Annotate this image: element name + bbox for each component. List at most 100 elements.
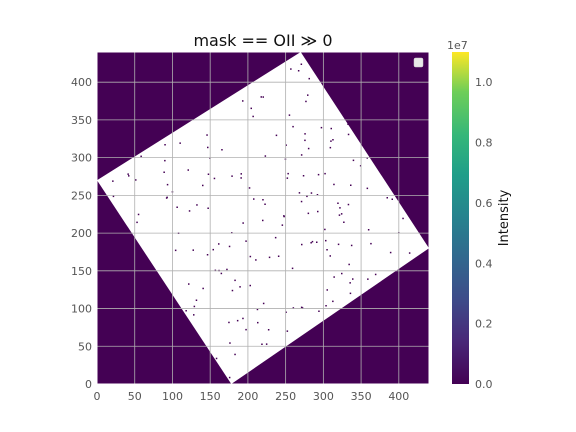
mask-speck	[226, 268, 228, 271]
mask-speck	[367, 278, 369, 280]
mask-speck	[262, 199, 264, 201]
mask-speck	[262, 302, 265, 305]
mask-speck	[350, 244, 353, 247]
x-tick-label: 350	[351, 390, 372, 403]
mask-speck	[332, 139, 334, 141]
mask-speck	[264, 155, 267, 157]
mask-speck	[300, 154, 303, 156]
mask-speck	[234, 353, 236, 356]
y-tick-label: 50	[78, 340, 92, 353]
mask-region	[97, 52, 429, 384]
mask-speck	[229, 342, 231, 344]
mask-speck	[286, 330, 289, 332]
mask-speck	[277, 255, 280, 257]
x-tick-label: 300	[313, 390, 334, 403]
colorbar-tick-label: 0.6	[475, 197, 493, 210]
mask-speck	[317, 173, 320, 176]
mask-speck	[253, 198, 255, 200]
mask-speck	[188, 210, 191, 212]
mask-speck	[207, 173, 210, 175]
mask-speck	[228, 245, 231, 248]
mask-speck	[268, 256, 271, 259]
mask-speck	[176, 206, 178, 208]
mask-speck	[164, 159, 166, 162]
mask-speck	[257, 321, 259, 324]
mask-speck	[245, 328, 247, 331]
colorbar-ticks: 0.0 0.2 0.4 0.6 0.8 1.0	[475, 76, 493, 391]
mask-speck	[288, 114, 291, 116]
mask-speck	[242, 222, 244, 224]
mask-speck	[301, 243, 303, 246]
mask-speck	[300, 306, 303, 309]
y-tick-label: 350	[71, 114, 92, 127]
mask-speck	[285, 311, 287, 313]
mask-speck	[163, 171, 165, 173]
colorbar-label: Intensity	[497, 189, 512, 246]
mask-speck	[304, 139, 306, 142]
mask-speck	[202, 287, 204, 290]
mask-speck	[174, 249, 177, 252]
y-tick-label: 100	[71, 303, 92, 316]
mask-speck	[307, 94, 309, 96]
mask-speck	[292, 307, 295, 309]
colorbar-tick-label: 1.0	[475, 76, 493, 89]
mask-speck	[333, 183, 335, 186]
mask-speck	[367, 229, 370, 231]
colorbar-tick-label: 0.2	[475, 318, 493, 331]
mask-speck	[166, 183, 169, 186]
mask-speck	[164, 144, 166, 146]
mask-speck	[374, 273, 377, 276]
mask-speck	[291, 267, 294, 270]
mask-speck	[317, 210, 319, 213]
mask-speck	[285, 144, 287, 146]
y-axis: 0 50 100 150 200 250 300 350 400	[71, 76, 92, 391]
x-tick-label: 50	[128, 390, 142, 403]
mask-speck	[340, 213, 343, 215]
mask-speck	[188, 283, 190, 285]
mask-speck	[326, 249, 328, 251]
mask-speck	[206, 134, 208, 136]
mask-speck	[187, 169, 189, 171]
x-tick-label: 200	[237, 390, 258, 403]
mask-speck	[249, 284, 251, 287]
mask-speck	[206, 254, 209, 256]
mask-speck	[320, 126, 323, 129]
x-axis: 0 50 100 150 200 250 300 350 400	[94, 390, 410, 403]
mask-speck	[275, 134, 278, 137]
mask-speck	[352, 159, 355, 162]
mask-speck	[350, 184, 352, 186]
x-tick-label: 0	[94, 390, 101, 403]
mask-speck	[301, 307, 304, 309]
mask-speck	[140, 155, 142, 158]
mask-speck	[300, 200, 303, 203]
mask-speck	[359, 165, 362, 167]
mask-speck	[265, 343, 268, 345]
mask-speck	[240, 177, 242, 179]
mask-speck	[333, 276, 335, 278]
mask-speck	[332, 300, 334, 303]
mask-speck	[135, 179, 137, 181]
colorbar-tick-label: 0.8	[475, 137, 493, 150]
y-tick-label: 400	[71, 76, 92, 89]
mask-speck	[228, 321, 230, 324]
colorbar-gradient	[452, 52, 469, 384]
mask-specks	[112, 63, 411, 379]
mask-speck	[214, 269, 217, 272]
mask-speck	[347, 133, 350, 136]
mask-speck	[347, 123, 349, 125]
mask-speck	[343, 221, 345, 223]
colorbar-tick-label: 0.4	[475, 257, 493, 270]
mask-speck	[366, 187, 369, 190]
mask-speck	[192, 249, 194, 251]
mask-speck	[302, 175, 305, 177]
mask-speck	[316, 241, 318, 243]
mask-speck	[341, 272, 343, 275]
mask-speck	[386, 197, 388, 199]
y-tick-label: 250	[71, 189, 92, 202]
mask-speck	[127, 173, 129, 175]
mask-speck	[261, 343, 263, 345]
mask-speck	[255, 259, 257, 261]
mask-speck	[305, 100, 307, 103]
mask-speck	[338, 214, 341, 216]
